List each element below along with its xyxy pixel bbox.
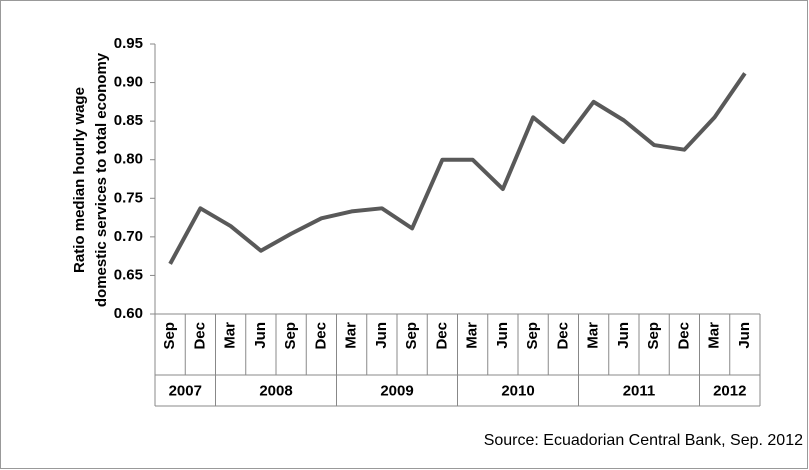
x-group-label: 2007 xyxy=(169,382,202,399)
x-tick-label: Mar xyxy=(585,322,602,349)
y-tick-label: 0.90 xyxy=(114,74,143,91)
x-tick-label: Sep xyxy=(282,322,299,350)
y-tick-label: 0.95 xyxy=(114,35,143,52)
y-tick-label: 0.70 xyxy=(114,228,143,245)
x-tick-label: Dec xyxy=(191,322,208,350)
x-tick-label: Sep xyxy=(403,322,420,350)
x-tick-label: Dec xyxy=(554,322,571,350)
x-tick-label: Mar xyxy=(464,322,481,349)
x-tick-label: Jun xyxy=(615,322,632,349)
x-tick-label: Sep xyxy=(524,322,541,350)
x-tick-label: Mar xyxy=(222,322,239,349)
data-line xyxy=(168,72,747,265)
y-tick-label: 0.75 xyxy=(114,189,143,206)
x-group-label: 2011 xyxy=(623,382,656,399)
x-group-label: 2008 xyxy=(259,382,292,399)
y-tick-label: 0.65 xyxy=(114,266,143,283)
x-tick-label: Jun xyxy=(252,322,269,349)
x-tick-label: Jun xyxy=(736,322,753,349)
y-tick-label: 0.80 xyxy=(114,151,143,168)
y-axis-title: Ratio median hourly wage xyxy=(71,87,88,273)
x-tick-label: Mar xyxy=(343,322,360,349)
x-tick-label: Dec xyxy=(433,322,450,350)
y-axis-title: domestic services to total economy xyxy=(93,52,110,307)
source-note: Source: Ecuadorian Central Bank, Sep. 20… xyxy=(484,432,803,449)
x-group-label: 2010 xyxy=(501,382,534,399)
x-tick-label: Jun xyxy=(373,322,390,349)
x-tick-label: Sep xyxy=(161,322,178,350)
x-tick-label: Jun xyxy=(494,322,511,349)
y-tick-label: 0.60 xyxy=(114,305,143,322)
y-tick-label: 0.85 xyxy=(114,112,143,129)
x-tick-label: Dec xyxy=(675,322,692,350)
x-group-label: 2009 xyxy=(380,382,413,399)
x-tick-label: Sep xyxy=(645,322,662,350)
x-group-label: 2012 xyxy=(713,382,746,399)
x-tick-label: Mar xyxy=(706,322,723,349)
x-tick-label: Dec xyxy=(312,322,329,350)
